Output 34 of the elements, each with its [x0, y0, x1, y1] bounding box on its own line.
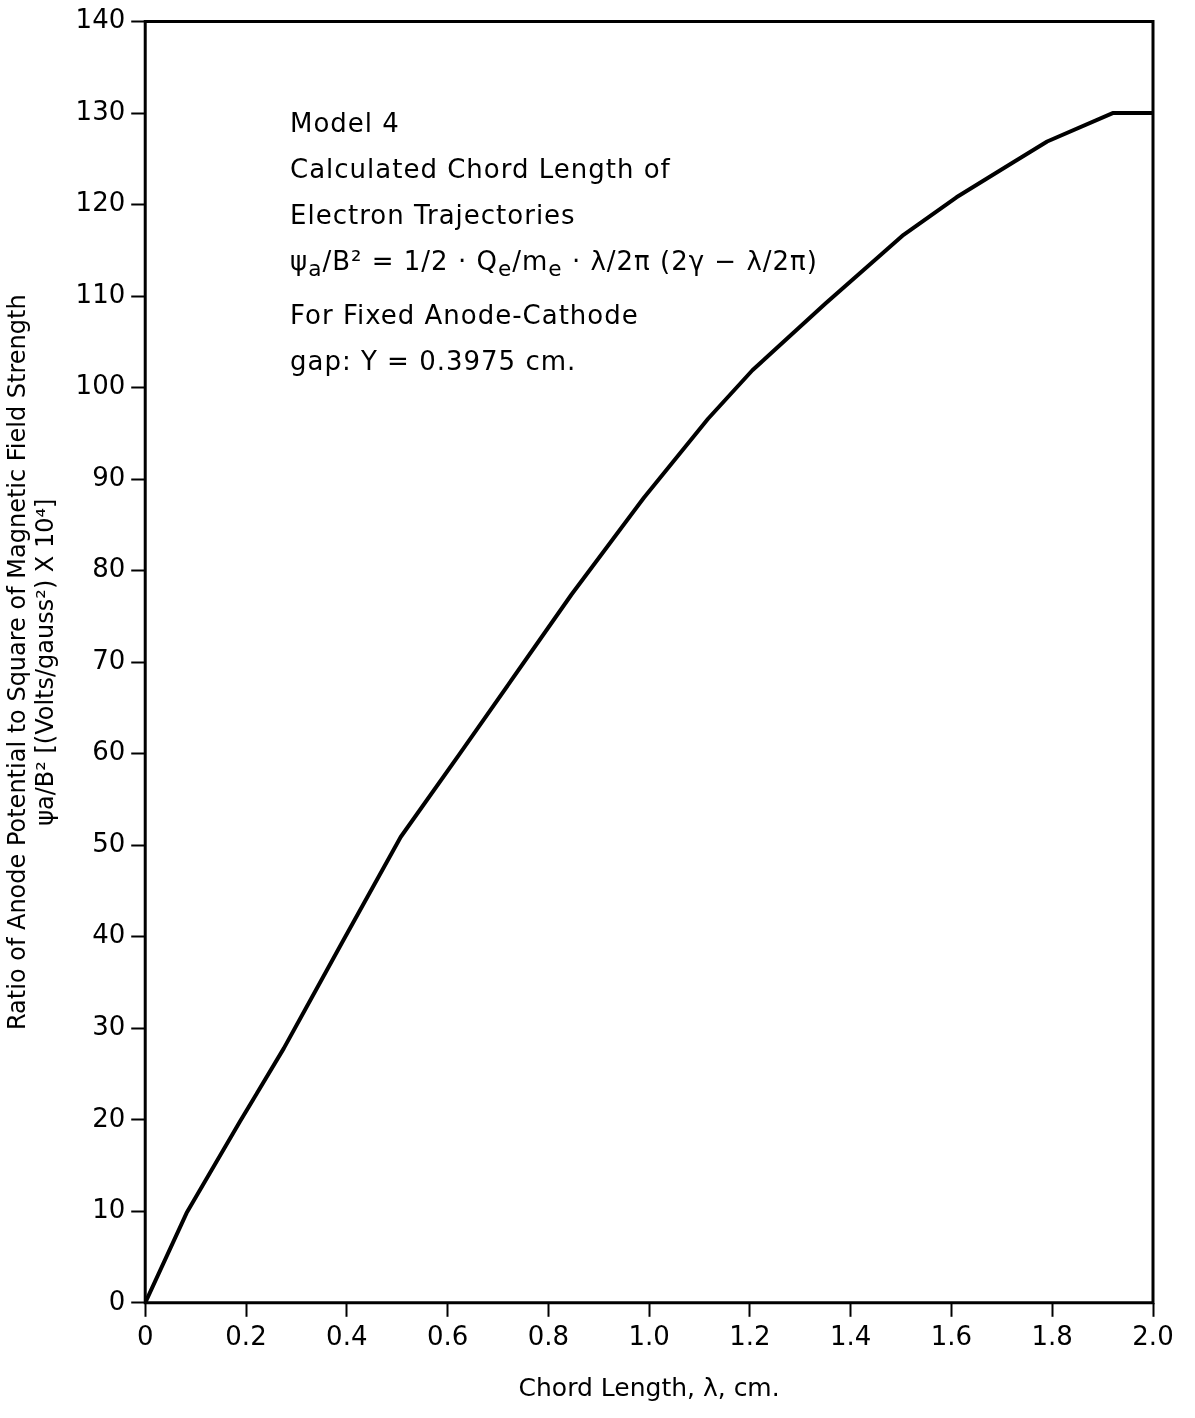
annotation: For Fixed Anode-Cathode: [290, 299, 640, 333]
x-tick-label: 2.0: [1132, 1321, 1174, 1352]
y-tick-label: 90: [92, 461, 126, 492]
x-axis-title: Chord Length, λ, cm.: [518, 1372, 780, 1402]
y-tick-label: 110: [75, 278, 126, 309]
y-axis-title: Ratio of Anode Potential to Square of Magnetic Field Strength ψa/B² [(Volts/gauss²) X 10⁴]: [2, 294, 60, 1031]
x-tick-label: 1.0: [628, 1321, 670, 1352]
x-tick-label: 1.4: [829, 1321, 872, 1352]
annotation: gap: Y = 0.3975 cm.: [290, 345, 578, 379]
y-tick-label: 120: [75, 187, 126, 218]
y-tick-label: 0: [108, 1285, 126, 1316]
x-tick-label: 0.4: [326, 1321, 368, 1352]
y-tick-label: 20: [92, 1102, 126, 1133]
y-tick-label: 70: [92, 644, 126, 675]
annotation: Model 4: [290, 107, 401, 140]
y-tick-label: 30: [92, 1011, 126, 1042]
y-tick-label: 140: [75, 4, 126, 35]
y-tick-label: 10: [92, 1194, 126, 1225]
x-tick-label: 1.2: [729, 1321, 771, 1352]
y-tick-label: 100: [75, 370, 126, 401]
annotation: Calculated Chord Length of: [290, 153, 672, 186]
annotation: Electron Trajectories: [290, 199, 577, 232]
y-tick-label: 80: [92, 553, 126, 584]
x-tick-label: 1.8: [1031, 1321, 1073, 1352]
y-tick-label: 40: [92, 919, 126, 950]
y-tick-label: 60: [92, 736, 126, 767]
x-tick-label: 0.2: [225, 1321, 267, 1352]
x-tick-label: 0.8: [527, 1321, 570, 1352]
x-tick-label: 0.6: [426, 1321, 469, 1352]
annotation: ψ$_{a}$/B² = 1/2 · Q$_{e}$/m$_{e}$ · λ/2π (2γ − λ/2π): [290, 245, 818, 284]
x-tick-label: 0: [136, 1321, 154, 1352]
y-tick-label: 130: [75, 95, 126, 126]
y-tick-label: 50: [92, 827, 126, 858]
x-tick-label: 1.6: [930, 1321, 973, 1352]
